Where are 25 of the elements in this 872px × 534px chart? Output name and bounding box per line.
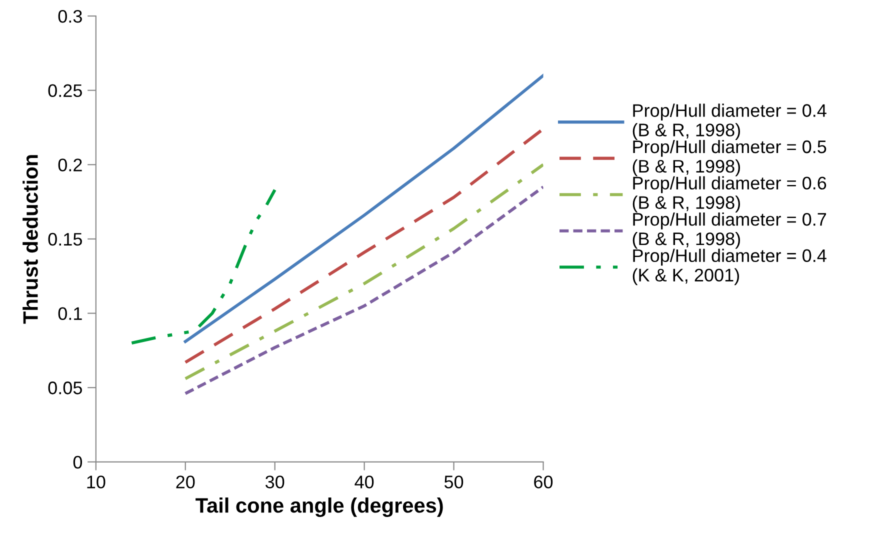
y-tick-label: 0.2 bbox=[58, 158, 82, 172]
y-tick-label: 0.15 bbox=[48, 232, 82, 246]
x-tick-label: 50 bbox=[444, 476, 464, 488]
x-tick-label: 30 bbox=[266, 476, 284, 488]
x-axis-title: Tail cone angle (degrees) bbox=[196, 497, 443, 518]
legend-label: Prop/Hull diameter = 0.4 (B & R, 1998) bbox=[632, 104, 826, 140]
legend-label: Prop/Hull diameter = 0.7 (B & R, 1998) bbox=[632, 212, 826, 249]
y-tick-label: 0.05 bbox=[48, 382, 82, 394]
x-tick-label: 40 bbox=[354, 476, 374, 488]
legend-label: Prop/Hull diameter = 0.6 (B & R, 1998) bbox=[632, 176, 826, 213]
x-tick-label: 10 bbox=[87, 476, 106, 488]
line-series bbox=[184, 163, 544, 380]
line-series bbox=[184, 74, 544, 344]
legend-label: Prop/Hull diameter = 0.4 (K & K, 2001) bbox=[632, 248, 826, 286]
line-series bbox=[130, 188, 276, 345]
y-tick-label: 0.1 bbox=[58, 307, 82, 320]
line-series bbox=[184, 185, 544, 396]
x-tick-label: 20 bbox=[176, 476, 195, 488]
y-tick-label: 0.25 bbox=[48, 84, 82, 98]
y-axis-title: Thrust deduction bbox=[22, 155, 38, 324]
legend-label: Prop/Hull diameter = 0.5 (B & R, 1998) bbox=[632, 140, 826, 176]
y-tick-label: 0 bbox=[73, 456, 82, 469]
line-series bbox=[184, 127, 544, 364]
y-tick-label: 0.3 bbox=[58, 10, 82, 23]
x-tick-label: 60 bbox=[534, 476, 553, 488]
